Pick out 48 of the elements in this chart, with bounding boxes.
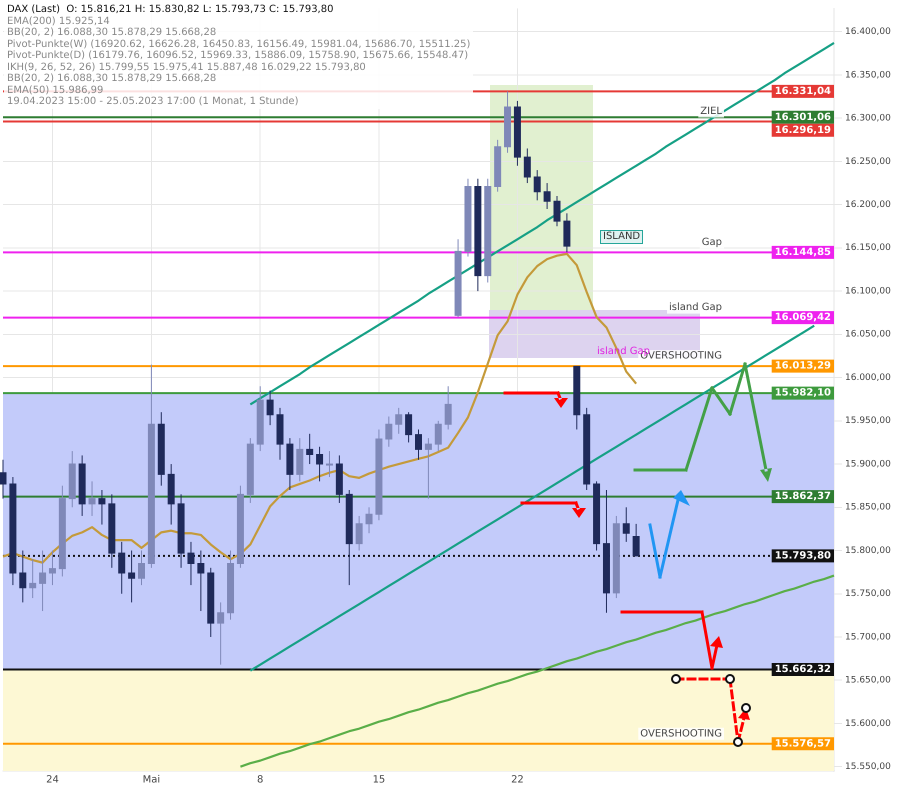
x-tick-label: 24 — [46, 774, 59, 786]
ref-line-label: 15.793,80 — [774, 550, 832, 562]
annotation: Gap — [702, 236, 722, 248]
chart-title: DAX (Last) O: 15.816,21 H: 15.830,82 L: 15.793,73 C: 15.793,80 — [7, 4, 334, 15]
annotation: EMA(50) 15.986,99 — [7, 84, 104, 96]
annotation: ZIEL — [700, 106, 722, 118]
y-tick-label: 16.400,00 — [845, 27, 892, 38]
annotation: Pivot-Punkte(W) (16920.62, 16626.28, 16450.83, 16156.49, 15981.04, 15686.70, 15511.25) — [7, 38, 470, 50]
y-tick-label: 16.150,00 — [845, 243, 892, 254]
y-tick-label: 16.050,00 — [845, 330, 892, 340]
x-tick-label: 8 — [257, 774, 264, 786]
y-tick-label: 15.850,00 — [845, 502, 892, 513]
annotation: Pivot-Punkte(D) (16179.76, 16096.52, 15969.33, 15886.09, 15758.90, 15675.66, 15548.47) — [7, 50, 470, 62]
ref-line-label: 15.662,32 — [774, 664, 832, 676]
y-tick-label: 15.550,00 — [845, 762, 892, 772]
y-tick-label: 15.700,00 — [845, 632, 892, 642]
ref-line-label: 15.862,37 — [774, 491, 832, 502]
y-tick-label: 16.100,00 — [845, 286, 892, 296]
ref-line-label: 16.301,06 — [774, 112, 832, 123]
y-tick-label: 15.900,00 — [845, 459, 892, 470]
ref-line-label: 16.069,42 — [774, 312, 832, 324]
annotation: OVERSHOOTING — [640, 728, 722, 740]
ref-line-label: 16.331,04 — [774, 86, 832, 97]
ref-line-label: 15.982,10 — [774, 388, 832, 399]
annotation: BB(20, 2) 16.088,30 15.878,29 15.668,28 — [7, 27, 218, 38]
annotation: ISLAND — [600, 230, 644, 244]
y-tick-label: 15.750,00 — [845, 589, 892, 600]
annotation: island Gap — [669, 302, 722, 314]
y-tick-label: 16.300,00 — [845, 114, 892, 124]
annotation: IKH(9, 26, 52, 26) 15.799,55 15.975,41 15.887,48 16.029,22 15.793,80 — [7, 62, 367, 73]
x-tick-label: 15 — [372, 774, 386, 786]
ref-line-label: 16.296,19 — [774, 124, 832, 136]
annotation: BB(20, 2) 16.088,30 15.878,29 15.668,28 — [7, 73, 218, 84]
x-tick-label: 22 — [511, 774, 524, 786]
ref-line-label: 16.013,29 — [774, 360, 832, 372]
y-tick-label: 16.250,00 — [845, 156, 892, 167]
y-tick-label: 15.650,00 — [845, 676, 892, 686]
annotation: 19.04.2023 15:00 - 25.05.2023 17:00 (1 Monat, 1 Stunde) — [7, 96, 300, 108]
y-tick-label: 16.200,00 — [845, 200, 892, 210]
ref-line-label: 15.576,57 — [774, 738, 832, 750]
y-tick-label: 16.000,00 — [845, 372, 892, 383]
y-tick-label: 15.600,00 — [845, 718, 892, 729]
y-tick-label: 15.950,00 — [845, 416, 892, 426]
x-tick-label: Mai — [142, 774, 160, 786]
y-tick-label: 16.350,00 — [845, 70, 892, 80]
ref-line-label: 16.144,85 — [774, 246, 832, 258]
annotation: EMA(200) 15.925,14 — [7, 16, 111, 27]
y-tick-label: 15.800,00 — [845, 546, 892, 556]
